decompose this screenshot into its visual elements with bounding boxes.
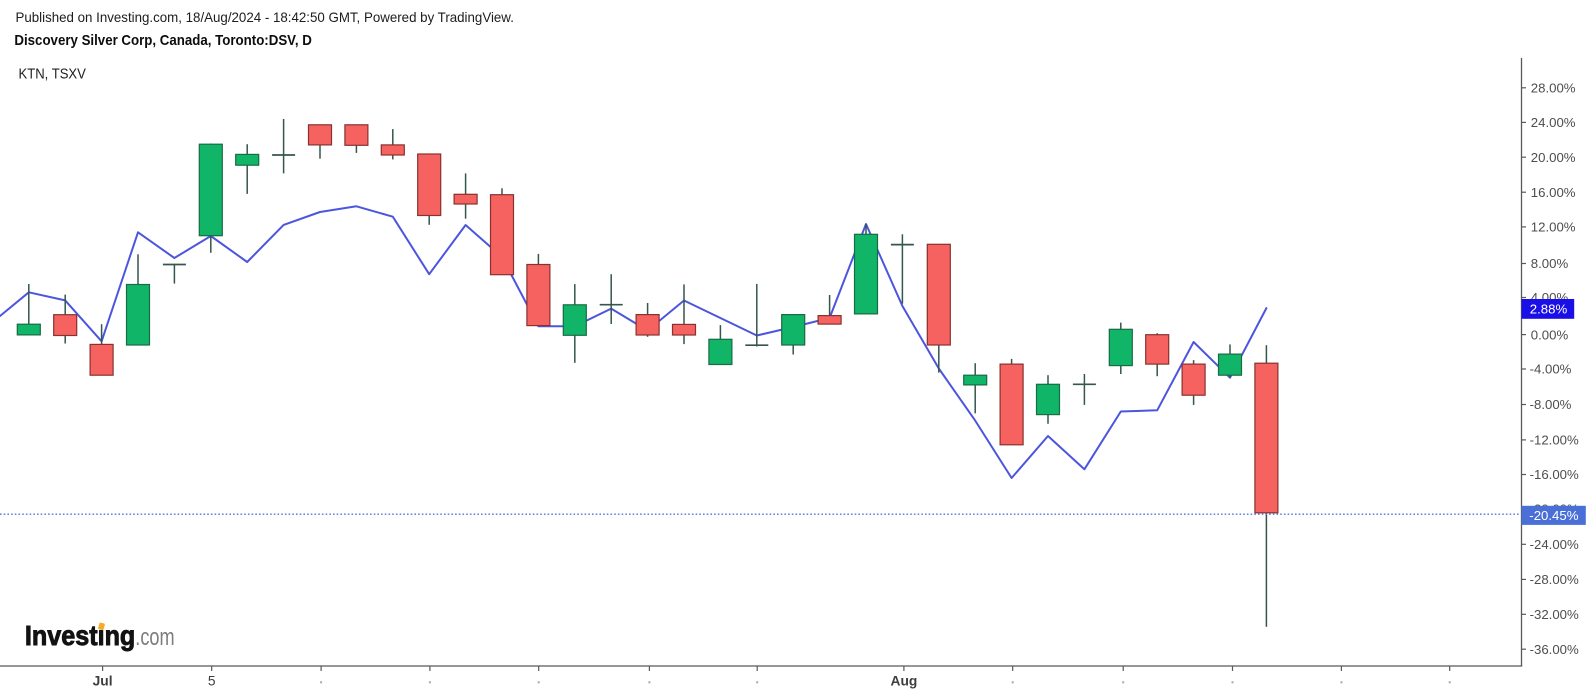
svg-text:24.00%: 24.00%	[1531, 115, 1576, 130]
svg-text:20.00%: 20.00%	[1531, 150, 1576, 165]
svg-text:-36.00%: -36.00%	[1530, 642, 1579, 657]
svg-text:-32.00%: -32.00%	[1530, 607, 1579, 622]
svg-text:2.88%: 2.88%	[1530, 302, 1568, 317]
svg-text:Published on Investing.com, 18: Published on Investing.com, 18/Aug/2024 …	[16, 9, 514, 25]
svg-text:0.00%: 0.00%	[1531, 327, 1569, 342]
svg-text:-8.00%: -8.00%	[1530, 397, 1572, 412]
svg-text:Discovery Silver Corp, Canada,: Discovery Silver Corp, Canada, Toronto:D…	[14, 32, 312, 49]
svg-text:-12.00%: -12.00%	[1530, 433, 1579, 448]
svg-text:Aug: Aug	[890, 674, 917, 689]
svg-text:KTN, TSXV: KTN, TSXV	[19, 66, 87, 82]
svg-text:-20.45%: -20.45%	[1529, 508, 1578, 523]
svg-text:-24.00%: -24.00%	[1530, 537, 1579, 552]
svg-text:-16.00%: -16.00%	[1530, 467, 1579, 482]
svg-text:8.00%: 8.00%	[1531, 256, 1569, 271]
svg-text:12.00%: 12.00%	[1531, 220, 1576, 235]
svg-text:.com: .com	[135, 624, 174, 651]
svg-text:Jul: Jul	[93, 674, 113, 689]
svg-text:Investing: Investing	[25, 620, 135, 651]
svg-text:5: 5	[208, 674, 216, 689]
svg-text:-4.00%: -4.00%	[1530, 362, 1572, 377]
svg-text:28.00%: 28.00%	[1531, 81, 1576, 96]
svg-text:16.00%: 16.00%	[1531, 185, 1576, 200]
svg-text:-28.00%: -28.00%	[1530, 572, 1579, 587]
